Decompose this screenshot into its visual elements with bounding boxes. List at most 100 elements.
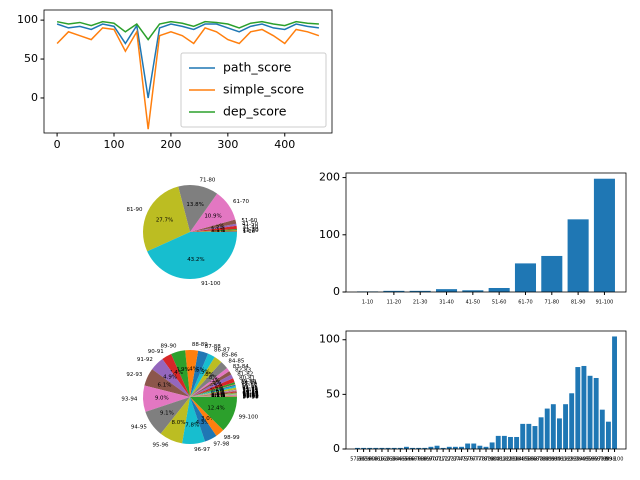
bar: [483, 446, 489, 449]
pie-slice: [171, 350, 190, 397]
slice-percent: 9.1%: [160, 411, 174, 417]
pie-slice: [190, 223, 237, 232]
pie-slice: [190, 395, 237, 397]
slice-percent: 7.8%: [185, 423, 199, 429]
pie-slice: [160, 397, 190, 444]
slice-percent: 4.9%: [176, 367, 190, 373]
slice-label: 84-85: [228, 359, 244, 365]
x-tick-label: 89-90: [546, 457, 561, 463]
bar: [538, 417, 544, 449]
slice-label: 99-100: [239, 415, 259, 421]
slice-percent: 0.4%: [210, 387, 224, 393]
bar: [550, 404, 556, 449]
slice-label: 92-93: [126, 372, 142, 378]
x-tick-label: 57-58: [350, 457, 365, 463]
x-tick-label: 81-90: [571, 300, 586, 306]
slice-percent: 12.4%: [207, 405, 224, 411]
slice-label: 61-70: [233, 199, 249, 205]
bar: [446, 446, 452, 449]
bar: [587, 375, 593, 449]
slice-percent: 0.2%: [211, 390, 225, 396]
x-tick-label: 91-100: [596, 300, 614, 306]
pie-slice: [152, 358, 190, 397]
slice-percent: 6.1%: [157, 383, 171, 389]
x-tick-label: 77-78: [473, 457, 488, 463]
pie-slice: [190, 353, 215, 397]
bar: [495, 435, 501, 449]
x-tick-label: 95-96: [583, 457, 598, 463]
bar: [367, 447, 373, 449]
slice-label: 96-97: [194, 447, 210, 453]
pie-slice: [190, 395, 237, 397]
pie-slice: [190, 387, 237, 397]
slice-percent: 0.1%: [211, 394, 225, 400]
slice-label: 91-92: [137, 357, 153, 363]
x-tick-label: 88-89: [540, 457, 555, 463]
bar: [462, 290, 484, 292]
slice-label: 21-30: [243, 227, 259, 233]
slice-percent: 0.4%: [211, 229, 225, 235]
x-tick-label: 1-10: [362, 300, 373, 306]
bar: [385, 447, 391, 449]
y-tick-label: 0: [333, 285, 340, 298]
slice-percent: 0.1%: [211, 393, 225, 399]
legend-label: dep_score: [223, 104, 287, 119]
line-series: [56, 27, 320, 130]
slice-label: 86-87: [214, 348, 230, 354]
y-tick-label: 0: [333, 442, 340, 455]
pie-slice: [190, 357, 222, 397]
bar: [355, 447, 360, 449]
pie-slice: [190, 225, 237, 232]
slice-label: 94-95: [131, 425, 147, 431]
pie-slice: [190, 374, 234, 397]
slice-label: 79-80: [240, 379, 256, 385]
bar: [508, 436, 513, 449]
slice-percent: 13.8%: [186, 202, 203, 208]
slice-percent: 0.1%: [211, 394, 225, 400]
legend-box: [180, 52, 327, 128]
x-tick-label: 98-99: [601, 457, 616, 463]
x-tick-label: 87-88: [534, 457, 549, 463]
slice-percent: 1.3%: [206, 378, 220, 384]
x-tick-label: 73-74: [448, 457, 463, 463]
slice-label: 69-70: [242, 390, 258, 396]
line-series: [56, 23, 320, 99]
slice-label: 75-76: [242, 385, 258, 391]
slice-percent: 1.4%: [208, 382, 222, 388]
bar: [422, 447, 428, 449]
bar: [434, 445, 440, 449]
x-tick-label: 58-59: [356, 457, 371, 463]
x-tick-label: 86-87: [528, 457, 543, 463]
bar: [593, 178, 615, 292]
slice-label: 59-60: [243, 394, 259, 400]
pie-slice: [190, 393, 237, 397]
pie-slice: [190, 385, 237, 397]
slice-percent: 0.6%: [211, 389, 225, 395]
pie-slice: [142, 186, 190, 252]
bar: [593, 377, 599, 449]
pie-slice: [190, 378, 235, 397]
pie-slice: [178, 184, 218, 232]
pie-slice: [190, 219, 237, 232]
slice-percent: 0.2%: [211, 391, 225, 397]
pie-slice: [190, 384, 236, 397]
slice-percent: 9.0%: [155, 396, 169, 402]
slice-label: 62-63: [243, 393, 259, 399]
legend-label: path_score: [223, 60, 292, 75]
bar: [557, 418, 562, 449]
slice-label: 97-98: [213, 442, 229, 448]
x-tick-label: 75-76: [460, 457, 475, 463]
bar: [569, 393, 575, 449]
axes-frame: [43, 9, 333, 134]
bar: [544, 408, 550, 449]
pie-slice: [190, 394, 237, 397]
pie-slice: [190, 394, 237, 397]
pie-slice: [190, 395, 237, 397]
bar: [541, 255, 563, 292]
slice-percent: 1.5%: [211, 223, 225, 229]
slice-label: 80-81: [239, 376, 255, 382]
bar: [532, 426, 538, 449]
bar: [379, 447, 385, 449]
slice-percent: 0.1%: [211, 393, 225, 399]
x-tick-label: 31-40: [439, 300, 454, 306]
